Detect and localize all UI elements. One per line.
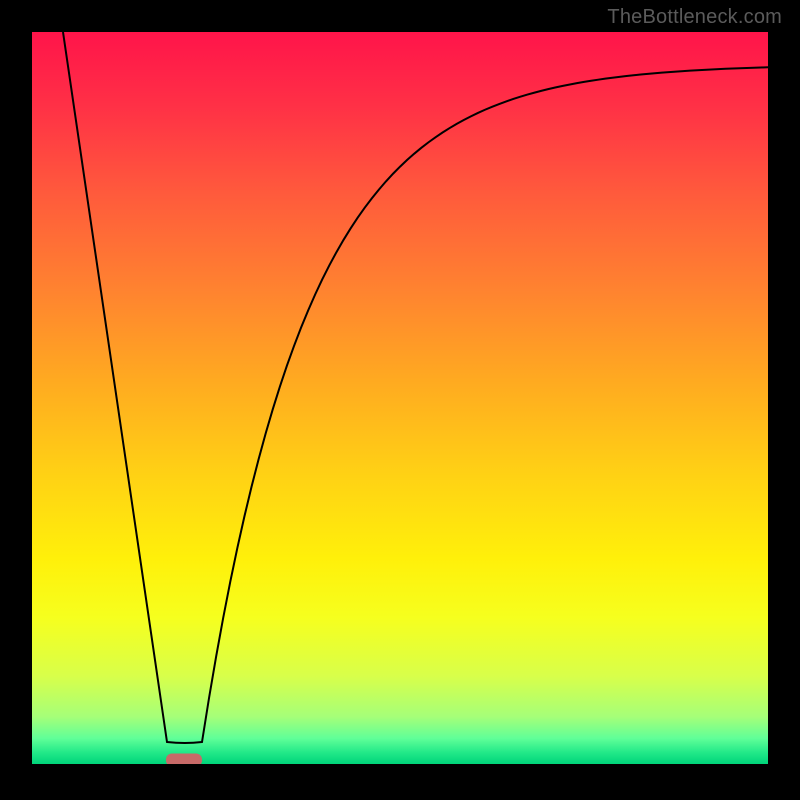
bottleneck-chart bbox=[0, 0, 800, 800]
chart-background bbox=[32, 32, 768, 764]
watermark-text: TheBottleneck.com bbox=[607, 6, 782, 29]
